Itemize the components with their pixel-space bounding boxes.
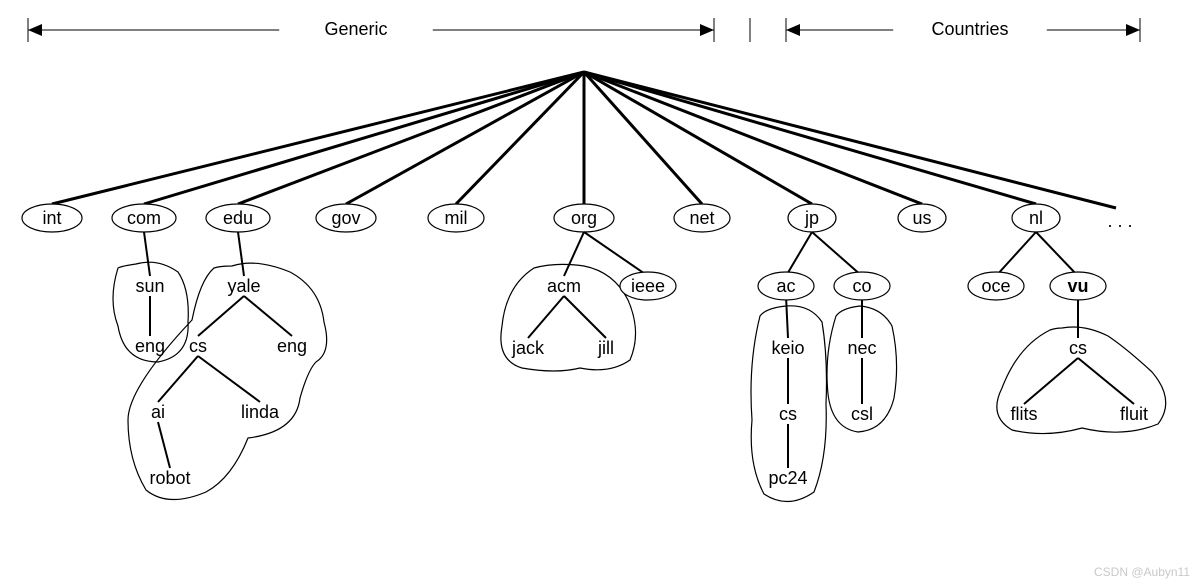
node-cs3: cs xyxy=(1069,338,1087,358)
node-cs1: cs xyxy=(189,336,207,356)
edge xyxy=(584,232,648,276)
zone-yale xyxy=(128,263,327,499)
tld-label-net: net xyxy=(689,208,714,228)
tld-label-org: org xyxy=(571,208,597,228)
edge xyxy=(144,232,150,276)
node-ac: ac xyxy=(776,276,795,296)
edge xyxy=(786,296,788,338)
tld-label-edu: edu xyxy=(223,208,253,228)
tld-label-us: us xyxy=(912,208,931,228)
node-vu: vu xyxy=(1067,276,1088,296)
node-sun: sun xyxy=(135,276,164,296)
edge xyxy=(1024,358,1078,404)
edge-root xyxy=(584,72,702,204)
watermark: CSDN @Aubyn11 xyxy=(1094,565,1190,579)
node-yale: yale xyxy=(227,276,260,296)
tld-label-int: int xyxy=(42,208,61,228)
edge xyxy=(996,232,1036,276)
tld-label-jp: jp xyxy=(804,208,819,228)
edge xyxy=(198,356,260,402)
node-eng1: eng xyxy=(135,336,165,356)
node-eng2: eng xyxy=(277,336,307,356)
edge-root xyxy=(584,72,922,204)
edge-root xyxy=(584,72,812,204)
node-cs2: cs xyxy=(779,404,797,424)
edge-root xyxy=(346,72,584,204)
node-pc24: pc24 xyxy=(768,468,807,488)
edge xyxy=(564,296,606,338)
node-ieee: ieee xyxy=(631,276,665,296)
edge xyxy=(1036,232,1078,276)
header-label: Generic xyxy=(324,19,387,39)
tld-label-com: com xyxy=(127,208,161,228)
edge xyxy=(1078,358,1134,404)
node-co: co xyxy=(852,276,871,296)
dns-tree-diagram: Generic Countries int com edu gov mil org net jp u… xyxy=(0,0,1200,586)
edge xyxy=(564,232,584,276)
edge-root xyxy=(238,72,584,204)
edge xyxy=(812,232,862,276)
edge xyxy=(786,232,812,276)
node-jill: jill xyxy=(597,338,614,358)
node-keio: keio xyxy=(771,338,804,358)
node-acm: acm xyxy=(547,276,581,296)
node-fluit: fluit xyxy=(1120,404,1148,424)
node-oce: oce xyxy=(981,276,1010,296)
edge xyxy=(158,356,198,402)
ellipsis: . . . xyxy=(1107,211,1132,231)
edge xyxy=(528,296,564,338)
node-jack: jack xyxy=(511,338,545,358)
edge xyxy=(158,422,170,468)
edge xyxy=(238,232,244,276)
node-csl: csl xyxy=(851,404,873,424)
node-flits: flits xyxy=(1011,404,1038,424)
node-nec: nec xyxy=(847,338,876,358)
tld-label-mil: mil xyxy=(445,208,468,228)
edge xyxy=(198,296,244,336)
header-label: Countries xyxy=(931,19,1008,39)
node-ai: ai xyxy=(151,402,165,422)
node-linda: linda xyxy=(241,402,280,422)
edge-root xyxy=(584,72,1036,204)
tld-label-nl: nl xyxy=(1029,208,1043,228)
tld-label-gov: gov xyxy=(331,208,360,228)
edge-root xyxy=(52,72,584,204)
node-robot: robot xyxy=(149,468,190,488)
edge xyxy=(244,296,292,336)
